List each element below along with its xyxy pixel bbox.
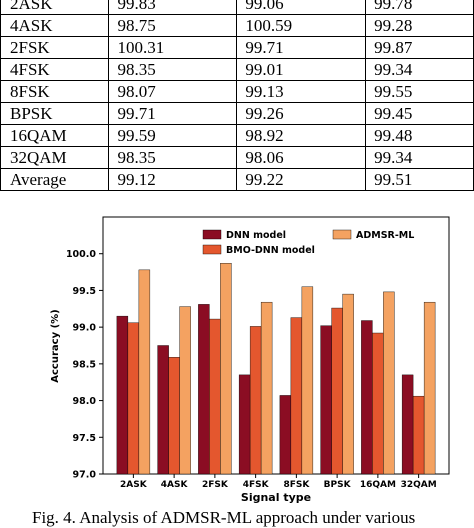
bar-bmo-dnn-model-2ask (127, 322, 140, 475)
table-row: BPSK 99.71 99.26 99.45 (0, 102, 474, 125)
bar-dnn-model-4fsk (238, 374, 251, 475)
value-cell: 99.59 (108, 124, 238, 147)
table-row: 2FSK 100.31 99.71 99.87 (0, 36, 474, 59)
x-tick-label: 2ASK (120, 480, 148, 490)
value-cell: 98.07 (108, 80, 238, 103)
x-tick-label: 2FSK (202, 480, 229, 490)
legend-swatch (332, 229, 352, 240)
bar-bmo-dnn-model-4ask (168, 357, 180, 475)
bar-bmo-dnn-model-2fsk (209, 318, 221, 475)
y-tick-label: 98.5 (73, 359, 96, 370)
x-tick-label: 32QAM (401, 480, 437, 490)
bar-admsr-ml-4ask (179, 306, 191, 475)
bar-dnn-model-8fsk (279, 395, 292, 475)
signal-type-cell: 8FSK (0, 80, 110, 103)
table-row: 32QAM 98.35 98.06 99.34 (0, 146, 474, 169)
value-cell: 99.51 (365, 168, 474, 191)
x-tick-label: 4FSK (243, 480, 270, 490)
bar-bmo-dnn-model-16qam (372, 332, 384, 475)
y-tick-label: 97.5 (73, 433, 96, 444)
legend-label: ADMSR-ML (356, 230, 414, 241)
signal-type-cell: 16QAM (0, 124, 110, 147)
value-cell: 99.22 (236, 168, 367, 191)
bar-dnn-model-16qam (361, 320, 373, 475)
bar-dnn-model-32qam (401, 374, 414, 475)
bar-bmo-dnn-model-bpsk (331, 307, 343, 475)
figure-caption: Fig. 4. Analysis of ADMSR-ML approach un… (32, 508, 416, 527)
x-tick-label: 8FSK (283, 480, 310, 490)
y-tick-label: 99.5 (73, 286, 96, 297)
legend-label: BMO-DNN model (226, 245, 315, 256)
signal-type-cell: Average (0, 168, 110, 191)
signal-type-cell: BPSK (0, 102, 110, 125)
bar-admsr-ml-16qam (383, 291, 395, 475)
bar-dnn-model-2ask (116, 315, 129, 475)
value-cell: 99.34 (365, 58, 474, 81)
signal-type-cell: 32QAM (0, 146, 110, 169)
table-row: Average 99.12 99.22 99.51 (0, 168, 474, 191)
bar-admsr-ml-2fsk (220, 263, 232, 475)
value-cell: 99.34 (365, 146, 474, 169)
results-table: 2ASK 99.83 99.06 99.78 4ASK 98.75 100.59 99.28 2… (0, 0, 474, 191)
x-tick-label: 16QAM (360, 480, 396, 490)
x-tick-label: 4ASK (161, 480, 189, 490)
y-tick-label: 98.0 (73, 396, 97, 407)
bar-admsr-ml-4fsk (260, 301, 273, 475)
bar-bmo-dnn-model-8fsk (290, 317, 303, 475)
bar-admsr-ml-32qam (423, 301, 436, 475)
y-axis-label: Accuracy (%) (50, 309, 61, 382)
bar-dnn-model-4ask (157, 345, 169, 475)
legend-label: DNN model (226, 230, 286, 241)
bar-bmo-dnn-model-4fsk (249, 326, 262, 475)
y-tick-label: 97.0 (73, 470, 97, 481)
value-cell: 100.31 (108, 36, 238, 59)
value-cell: 99.87 (365, 36, 474, 59)
bar-admsr-ml-bpsk (342, 293, 354, 475)
bar-dnn-model-bpsk (320, 325, 332, 475)
table-row: 16QAM 99.59 98.92 99.48 (0, 124, 474, 147)
value-cell: 98.92 (236, 124, 367, 147)
value-cell: 98.06 (236, 146, 367, 169)
legend-swatch (202, 229, 222, 240)
y-tick-label: 99.0 (73, 323, 97, 334)
x-axis-label: Signal type (241, 491, 311, 504)
value-cell: 99.12 (108, 168, 238, 191)
bar-admsr-ml-2ask (138, 269, 151, 475)
legend-swatch (202, 244, 222, 255)
bar-admsr-ml-8fsk (301, 286, 314, 475)
value-cell: 100.59 (236, 14, 367, 37)
bar-bmo-dnn-model-32qam (412, 395, 425, 475)
x-tick-label: BPSK (324, 480, 352, 490)
signal-type-cell: 2FSK (0, 36, 110, 59)
bar-dnn-model-2fsk (198, 304, 210, 475)
y-tick-label: 100.0 (66, 249, 96, 260)
